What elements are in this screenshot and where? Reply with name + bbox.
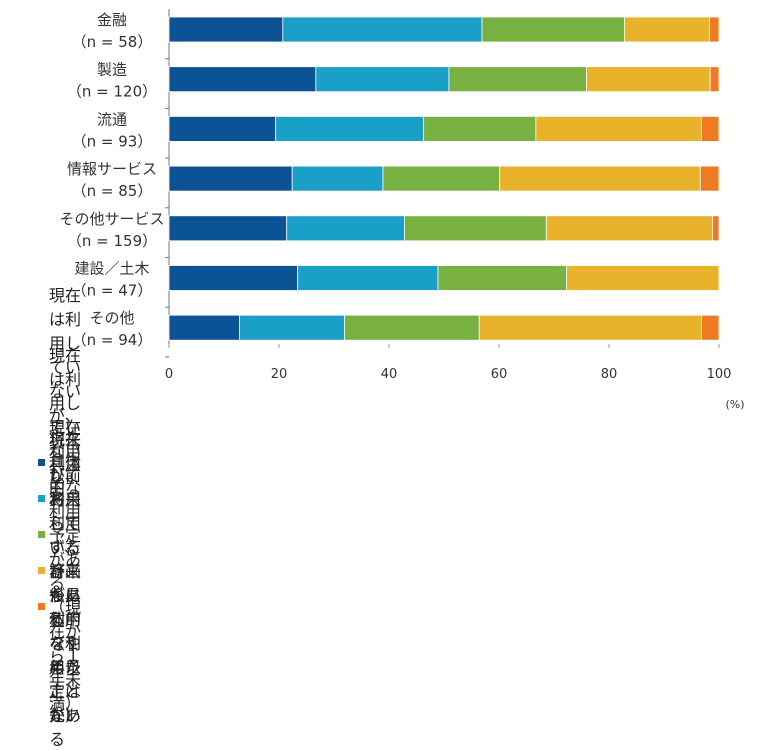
legend-swatch bbox=[38, 458, 45, 466]
category-n-label: （n = 58） bbox=[72, 33, 153, 51]
bar-segment bbox=[168, 265, 299, 291]
legend-swatch bbox=[38, 566, 45, 574]
bar-segment bbox=[624, 16, 711, 43]
x-tick-label: 0 bbox=[165, 367, 173, 382]
category-n-label: （n = 159） bbox=[67, 232, 157, 250]
bar-segment bbox=[344, 314, 480, 341]
legend-item: 以前利用していたが、後に利用をやめたことがある bbox=[38, 466, 81, 749]
bar-segment bbox=[403, 215, 547, 242]
legend-swatch bbox=[38, 602, 45, 610]
legend-swatch bbox=[38, 530, 45, 538]
legend-label: 以前利用していたが、後に利用をやめたことがある bbox=[49, 466, 82, 749]
bar-segment bbox=[566, 265, 720, 291]
chart-plot: 金融 （n = 58） 製造 （n = 120） 流通 （n = 93） 情報サービス （n … bbox=[59, 9, 745, 411]
bar-segment bbox=[545, 215, 713, 242]
bar-segment bbox=[315, 66, 450, 93]
x-tick-label: 80 bbox=[601, 367, 618, 382]
bar-segment bbox=[712, 215, 720, 242]
bar-segment bbox=[478, 314, 702, 341]
bar-segment bbox=[709, 16, 720, 43]
category-n-label: （n = 47） bbox=[72, 282, 153, 300]
x-tick-label: 60 bbox=[491, 367, 508, 382]
chart-legend: 現在利用中 現在は利用していないが、将来具体的な利用予定がある（現在から１年未満）… bbox=[38, 286, 81, 749]
bar-segment bbox=[699, 165, 720, 192]
bar-segment bbox=[423, 116, 537, 142]
bar-segment bbox=[382, 165, 500, 192]
x-tick-label: 20 bbox=[271, 367, 288, 382]
bar-segment bbox=[586, 66, 711, 93]
legend-label: 現在利用中 bbox=[49, 430, 82, 497]
bar-segment bbox=[701, 314, 720, 341]
bar-segment bbox=[275, 116, 425, 142]
bar-segment bbox=[168, 116, 277, 142]
bar-segment bbox=[291, 165, 384, 192]
x-axis-unit-label: (%) bbox=[725, 398, 744, 411]
bar-segment bbox=[282, 16, 483, 43]
category-n-label: （n = 93） bbox=[72, 132, 153, 150]
bar-segment bbox=[297, 265, 439, 291]
category-n-label: （n = 85） bbox=[72, 182, 153, 200]
category-label: 製造 bbox=[97, 61, 127, 79]
legend-item: 現在利用中 bbox=[38, 430, 81, 497]
bar-segment bbox=[481, 16, 625, 43]
bar-segment bbox=[499, 165, 701, 192]
category-label: 建設／土木 bbox=[74, 260, 149, 278]
bar-segment bbox=[701, 116, 720, 142]
category-label: 情報サービス bbox=[67, 160, 157, 178]
bar-segment bbox=[168, 16, 284, 43]
bar-segment bbox=[168, 314, 240, 341]
legend-swatch bbox=[38, 494, 45, 502]
bar-segment bbox=[286, 215, 405, 242]
bar-segment bbox=[168, 215, 288, 242]
bar-segment bbox=[448, 66, 587, 93]
bar-segment bbox=[437, 265, 568, 291]
bar-segment bbox=[168, 165, 293, 192]
bar-segment bbox=[535, 116, 702, 142]
category-label: 金融 bbox=[97, 11, 127, 29]
category-label: その他 bbox=[89, 309, 134, 327]
x-tick-label: 100 bbox=[707, 367, 732, 382]
bar-segment bbox=[709, 66, 720, 93]
category-label: その他サービス bbox=[59, 210, 164, 228]
x-tick-label: 40 bbox=[381, 367, 398, 382]
category-label: 流通 bbox=[97, 110, 127, 128]
category-n-label: （n = 94） bbox=[72, 331, 153, 349]
bar-segment bbox=[168, 66, 317, 93]
bar-segment bbox=[238, 314, 345, 341]
category-n-label: （n = 120） bbox=[67, 83, 157, 101]
